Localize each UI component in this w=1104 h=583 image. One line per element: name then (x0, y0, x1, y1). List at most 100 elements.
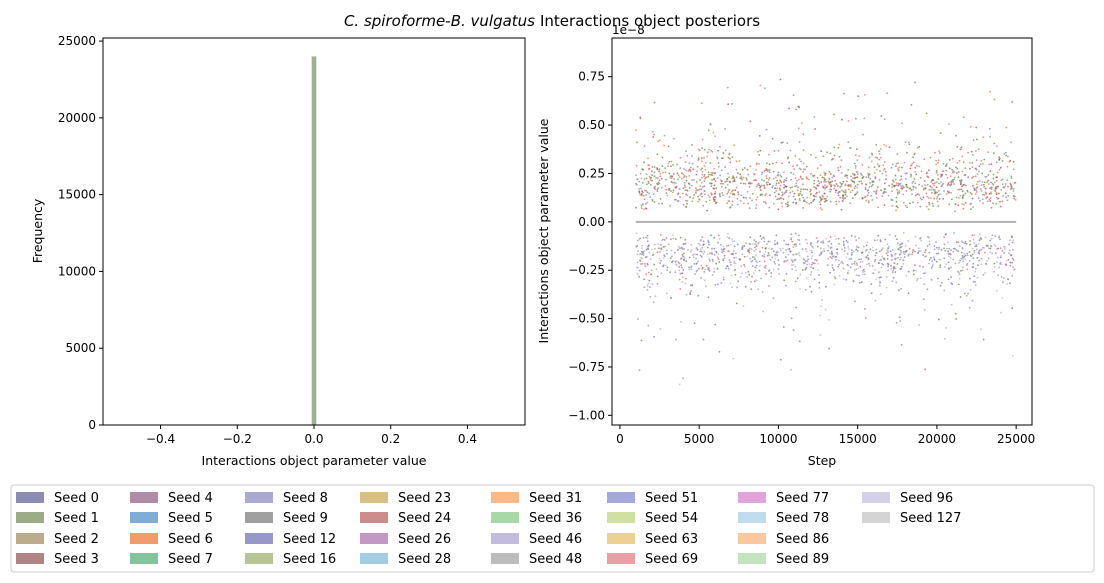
trace-point (795, 306, 798, 309)
trace-point (791, 190, 794, 193)
trace-point (658, 202, 660, 205)
trace-point (868, 173, 870, 176)
trace-point (717, 241, 719, 244)
trace-point (847, 120, 850, 122)
trace-point (892, 276, 895, 279)
trace-point (883, 143, 885, 146)
trace-point (991, 234, 994, 237)
trace-point (836, 251, 838, 254)
trace-point (915, 187, 917, 189)
trace-point (829, 236, 832, 238)
trace-point (963, 203, 965, 206)
trace-point (904, 250, 907, 253)
trace-point (973, 249, 976, 252)
trace-y-tick-label-3: −0.25 (568, 263, 605, 277)
trace-point (842, 262, 844, 265)
trace-point (733, 179, 736, 181)
trace-point (675, 182, 677, 185)
trace-point (645, 203, 647, 205)
trace-point (673, 137, 675, 140)
trace-point (654, 188, 656, 191)
trace-point (705, 161, 707, 164)
trace-point (640, 207, 643, 210)
trace-point (788, 248, 791, 250)
trace-point (918, 324, 920, 326)
trace-point (843, 247, 846, 249)
trace-point (975, 248, 978, 251)
trace-point (791, 261, 794, 263)
trace-point (730, 253, 733, 256)
trace-point (965, 184, 967, 187)
trace-point (744, 272, 747, 274)
trace-point (810, 189, 812, 191)
trace-point (810, 173, 812, 175)
trace-point (919, 237, 921, 240)
trace-point (665, 188, 668, 191)
trace-point (888, 234, 891, 236)
trace-point (954, 262, 957, 265)
trace-point (776, 254, 778, 256)
trace-point (1012, 188, 1015, 190)
trace-point (974, 175, 977, 178)
trace-point (933, 197, 935, 200)
trace-point (937, 318, 940, 321)
trace-point (846, 174, 848, 177)
trace-point (810, 266, 813, 269)
trace-point (935, 260, 938, 263)
trace-point (962, 266, 964, 269)
trace-point (720, 243, 722, 246)
trace-point (778, 273, 781, 275)
trace-point (646, 240, 649, 243)
trace-y-tick-label-1: −0.75 (568, 360, 605, 374)
trace-point (922, 196, 925, 199)
trace-point (1012, 190, 1015, 192)
trace-point (688, 175, 690, 177)
trace-point (871, 153, 874, 156)
trace-point (771, 256, 774, 259)
trace-point (658, 179, 661, 182)
trace-point (952, 170, 954, 173)
trace-point (878, 280, 881, 283)
trace-point (832, 255, 834, 258)
trace-point (816, 241, 819, 244)
trace-point (860, 172, 862, 175)
trace-point (916, 278, 919, 281)
trace-point (829, 252, 831, 255)
trace-point (671, 175, 674, 178)
trace-point (948, 159, 951, 161)
trace-point (743, 245, 746, 247)
trace-point (706, 253, 709, 256)
trace-point (891, 183, 893, 186)
trace-point (928, 201, 931, 204)
trace-point (978, 170, 980, 173)
legend-frame (10, 484, 1095, 573)
trace-point (720, 185, 723, 188)
trace-point (998, 156, 1000, 159)
trace-point (659, 251, 661, 253)
trace-point (847, 168, 850, 171)
trace-point (709, 162, 712, 165)
trace-point (989, 247, 992, 250)
trace-point (775, 234, 778, 237)
trace-point (639, 260, 642, 263)
trace-point (871, 265, 874, 267)
trace-point (955, 196, 958, 199)
trace-point (947, 261, 950, 264)
trace-point (677, 178, 679, 181)
trace-point (978, 233, 981, 236)
trace-point (943, 190, 945, 192)
trace-point (641, 257, 643, 260)
trace-point (955, 166, 957, 169)
trace-point (935, 159, 937, 162)
trace-point (958, 278, 961, 280)
trace-point (707, 266, 710, 269)
trace-point (876, 157, 879, 159)
trace-point (813, 179, 816, 182)
trace-point (745, 197, 747, 199)
trace-point (805, 266, 808, 269)
trace-point (783, 184, 785, 186)
trace-point (810, 201, 813, 204)
trace-point (651, 174, 654, 177)
trace-point (736, 243, 739, 246)
